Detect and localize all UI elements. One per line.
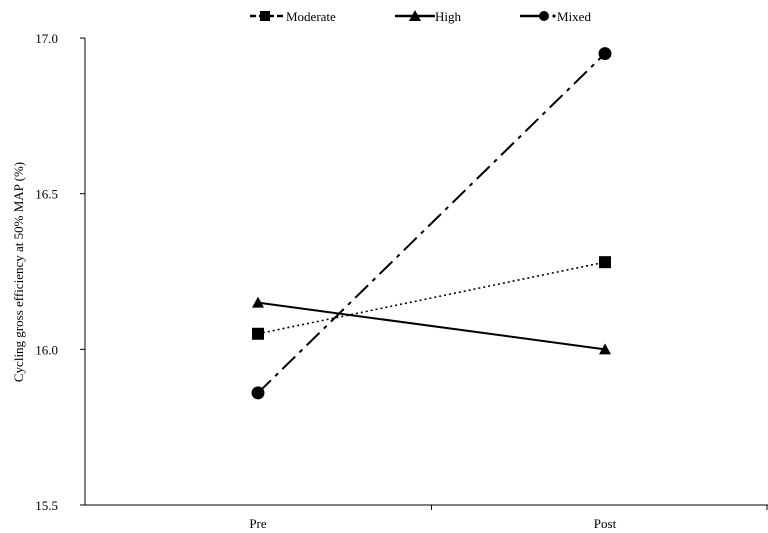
x-tick-label-post: Post bbox=[594, 516, 617, 531]
legend-label-high: High bbox=[435, 9, 462, 24]
series-line-high bbox=[257, 301, 606, 351]
y-tick-label-3: 17.0 bbox=[35, 31, 58, 46]
data-point-moderate-pre bbox=[252, 327, 264, 340]
legend-item-moderate: Moderate bbox=[250, 9, 336, 24]
series-line-moderate bbox=[257, 261, 606, 335]
series-layer bbox=[251, 47, 612, 400]
legend-swatch-mixed-dot bbox=[552, 14, 556, 18]
legend-item-high: High bbox=[395, 9, 462, 24]
series-line-mixed bbox=[257, 52, 606, 394]
legend-swatch-high-marker bbox=[409, 10, 421, 21]
legend-swatch-mixed-marker bbox=[539, 11, 549, 21]
y-axis-title: Cycling gross efficiency at 50% MAP (%) bbox=[11, 162, 26, 382]
legend-label-mixed: Mixed bbox=[557, 9, 591, 24]
data-point-high-post bbox=[599, 343, 611, 355]
data-point-mixed-pre bbox=[251, 386, 265, 400]
y-tick-label-0: 15.5 bbox=[35, 498, 58, 513]
legend: Moderate High Mixed bbox=[250, 9, 591, 24]
axes: 15.5 16.0 16.5 17.0 Pre Post bbox=[35, 31, 768, 531]
data-point-high-pre bbox=[252, 296, 264, 308]
data-point-moderate-post bbox=[599, 256, 611, 269]
x-tick-label-pre: Pre bbox=[249, 516, 267, 531]
legend-label-moderate: Moderate bbox=[286, 9, 336, 24]
y-tick-label-2: 16.5 bbox=[35, 187, 58, 202]
legend-swatch-moderate-marker bbox=[260, 11, 270, 21]
y-tick-label-1: 16.0 bbox=[35, 342, 58, 357]
legend-item-mixed: Mixed bbox=[520, 9, 591, 24]
data-point-mixed-post bbox=[598, 47, 612, 61]
